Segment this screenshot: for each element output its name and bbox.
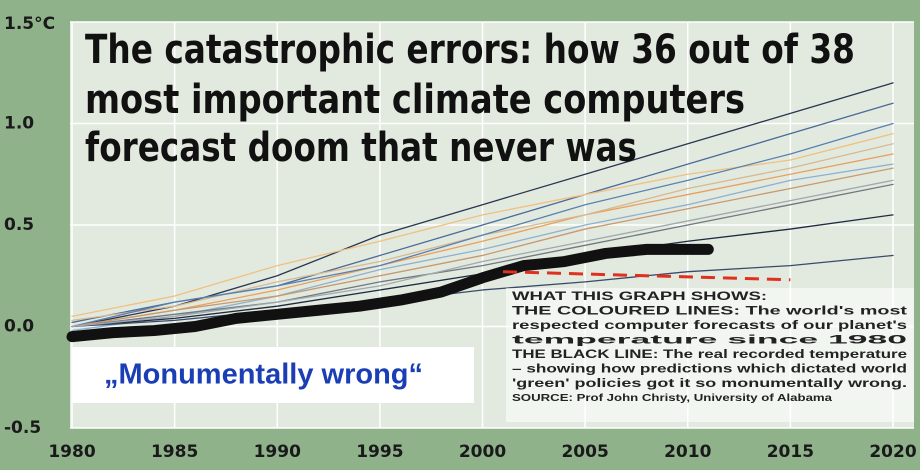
x-tick-label: 2010 xyxy=(664,442,711,462)
note-line: SOURCE: Prof John Christy, University of… xyxy=(512,393,833,404)
series-line xyxy=(71,163,894,332)
chart-title: The catastrophic errors: how 36 out of 3… xyxy=(85,27,855,73)
x-tick-label: 2015 xyxy=(767,442,814,462)
x-tick-label: 1990 xyxy=(254,442,301,462)
chart-title: most important climate computers xyxy=(85,77,745,123)
y-tick-label: 1.5°C xyxy=(4,14,55,34)
note-line: temperature since 1980 xyxy=(512,333,908,347)
series-line xyxy=(71,153,894,328)
x-tick-label: 2005 xyxy=(561,442,608,462)
series-line xyxy=(71,132,894,318)
series-line xyxy=(71,183,894,328)
x-tick-label: 1980 xyxy=(48,442,95,462)
note-line: THE COLOURED LINES: The world's most xyxy=(512,304,907,318)
series-line xyxy=(71,82,894,328)
series-line xyxy=(66,243,714,343)
series-line xyxy=(71,179,894,328)
callout-box xyxy=(72,347,474,403)
x-tick-label: 2000 xyxy=(459,442,506,462)
chart-title: forecast doom that never was xyxy=(85,125,637,171)
x-tick-label: 1985 xyxy=(151,442,198,462)
note-line: – showing how predictions which dictated… xyxy=(512,362,907,376)
x-tick-label: 1995 xyxy=(356,442,403,462)
y-tick-label: -0.5 xyxy=(4,418,41,438)
note-line: THE BLACK LINE: The real recorded temper… xyxy=(512,347,907,361)
note-box xyxy=(506,288,914,422)
series-line xyxy=(71,254,894,328)
y-tick-label: 0.5 xyxy=(4,215,34,235)
y-tick-label: 0.0 xyxy=(4,317,34,337)
x-tick-label: 2020 xyxy=(869,442,916,462)
series-line xyxy=(502,270,791,282)
y-tick-label: 1.0 xyxy=(4,114,34,134)
callout: „Monumentally wrong“ xyxy=(104,359,423,391)
note-line: respected computer forecasts of our plan… xyxy=(512,318,908,332)
series-line xyxy=(71,167,894,328)
note-line: 'green' policies got it so monumentally … xyxy=(512,376,907,390)
note-line: WHAT THIS GRAPH SHOWS: xyxy=(512,289,767,303)
series-line xyxy=(71,122,894,328)
